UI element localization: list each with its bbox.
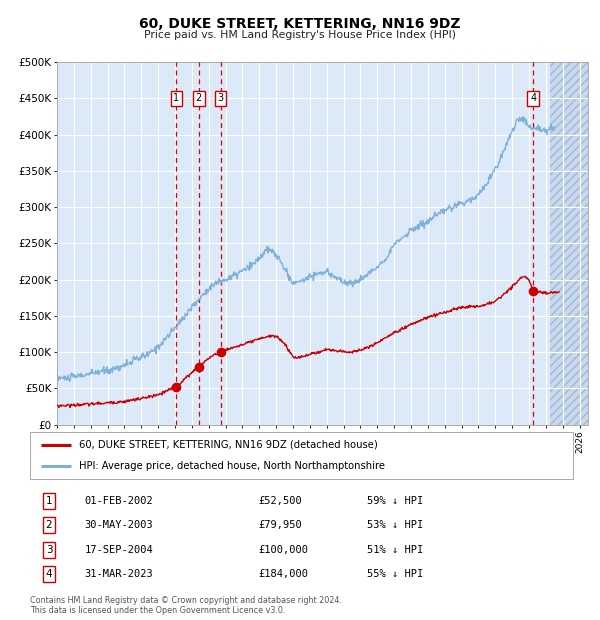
Bar [550, 62, 588, 425]
Text: 60, DUKE STREET, KETTERING, NN16 9DZ (detached house): 60, DUKE STREET, KETTERING, NN16 9DZ (de… [79, 440, 377, 450]
Text: 31-MAR-2023: 31-MAR-2023 [85, 569, 153, 579]
Text: 2: 2 [46, 520, 52, 530]
Text: £79,950: £79,950 [258, 520, 302, 530]
Text: 3: 3 [46, 545, 52, 555]
Bar [550, 62, 588, 425]
Text: 30-MAY-2003: 30-MAY-2003 [85, 520, 153, 530]
Text: Contains HM Land Registry data © Crown copyright and database right 2024.
This d: Contains HM Land Registry data © Crown c… [30, 596, 342, 615]
Text: 3: 3 [218, 93, 224, 104]
Text: 53% ↓ HPI: 53% ↓ HPI [367, 520, 423, 530]
Text: 01-FEB-2002: 01-FEB-2002 [85, 495, 153, 506]
Text: £100,000: £100,000 [258, 545, 308, 555]
Text: 4: 4 [530, 93, 536, 104]
Text: 1: 1 [173, 93, 179, 104]
Text: £184,000: £184,000 [258, 569, 308, 579]
Text: £52,500: £52,500 [258, 495, 302, 506]
Text: 4: 4 [46, 569, 52, 579]
Text: 17-SEP-2004: 17-SEP-2004 [85, 545, 153, 555]
Text: 51% ↓ HPI: 51% ↓ HPI [367, 545, 423, 555]
Text: 1: 1 [46, 495, 52, 506]
Text: 55% ↓ HPI: 55% ↓ HPI [367, 569, 423, 579]
Text: 60, DUKE STREET, KETTERING, NN16 9DZ: 60, DUKE STREET, KETTERING, NN16 9DZ [139, 17, 461, 32]
Text: 2: 2 [196, 93, 202, 104]
Text: HPI: Average price, detached house, North Northamptonshire: HPI: Average price, detached house, Nort… [79, 461, 385, 471]
Text: 59% ↓ HPI: 59% ↓ HPI [367, 495, 423, 506]
Text: Price paid vs. HM Land Registry's House Price Index (HPI): Price paid vs. HM Land Registry's House … [144, 30, 456, 40]
